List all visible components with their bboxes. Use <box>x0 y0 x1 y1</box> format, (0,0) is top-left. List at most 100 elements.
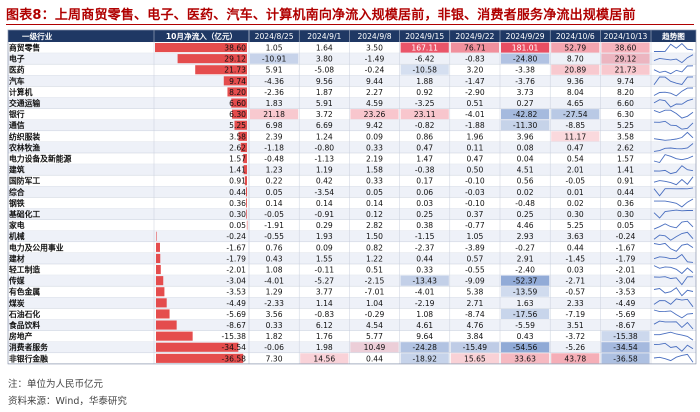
weekly-value: -0.05 <box>565 177 585 186</box>
weekly-value: 3.51 <box>567 321 584 330</box>
table-border <box>7 29 697 365</box>
weekly-value: 1.23 <box>266 166 283 175</box>
latest-value: 0.44 <box>229 188 246 197</box>
weekly-value: 4.65 <box>567 99 584 108</box>
industry-label: 汽车 <box>9 76 25 86</box>
trend-sparkline <box>654 331 694 341</box>
weekly-value: -0.29 <box>365 310 385 319</box>
industry-label: 家电 <box>9 220 25 230</box>
weekly-value: 0.43 <box>266 254 283 263</box>
latest-bar <box>238 131 247 141</box>
weekly-value: -5.69 <box>616 310 636 319</box>
latest-value: 38.60 <box>224 44 246 53</box>
trend-sparkline <box>653 76 694 86</box>
weekly-value: 0.33 <box>266 321 283 330</box>
weekly-value: 4.61 <box>416 321 433 330</box>
latest-value: -34.54 <box>222 343 247 352</box>
weekly-value: -3.54 <box>314 188 334 197</box>
weekly-value: -0.48 <box>264 155 284 164</box>
weekly-value: 0.43 <box>517 332 534 341</box>
weekly-value: -0.91 <box>314 210 334 219</box>
weekly-value: -13.43 <box>412 277 437 286</box>
weekly-value: -0.24 <box>616 232 636 241</box>
weekly-value: 1.05 <box>266 44 283 53</box>
weekly-value: 9.42 <box>366 121 383 130</box>
header-industry: 一级行业 <box>22 31 53 41</box>
weekly-value: 4.46 <box>517 221 534 230</box>
latest-value: 8.20 <box>229 88 246 97</box>
weekly-value: 21.73 <box>615 66 637 75</box>
weekly-value: 4.59 <box>366 99 383 108</box>
header-trend: 趋势图 <box>662 31 685 41</box>
trend-sparkline <box>653 154 694 164</box>
weekly-value: -0.80 <box>314 143 334 152</box>
industry-label: 传媒 <box>8 276 25 286</box>
latest-bar <box>246 198 247 208</box>
trend-sparkline <box>653 320 694 330</box>
weekly-value: 6.98 <box>266 121 283 130</box>
weekly-value: -2.36 <box>264 88 284 97</box>
weekly-value: -3.89 <box>465 243 485 252</box>
weekly-value: 0.56 <box>517 177 534 186</box>
row-band <box>8 186 696 198</box>
latest-bar <box>156 276 164 286</box>
row-band <box>8 164 696 176</box>
trend-sparkline <box>653 209 693 219</box>
weekly-value: -0.10 <box>465 199 485 208</box>
latest-bar <box>223 76 247 86</box>
latest-bar <box>246 209 247 219</box>
trend-sparkline <box>653 131 694 141</box>
latest-value: 21.73 <box>224 66 246 75</box>
weekly-value: 2.01 <box>567 166 584 175</box>
latest-bar <box>234 120 247 130</box>
weekly-value: 1.87 <box>316 88 333 97</box>
latest-bar <box>156 287 165 297</box>
latest-value: 9.74 <box>229 77 246 86</box>
weekly-value: -0.05 <box>264 210 284 219</box>
weekly-value: -2.15 <box>365 277 385 286</box>
weekly-value: 2.91 <box>517 254 534 263</box>
latest-value: 0.05 <box>229 221 246 230</box>
weekly-value: 0.06 <box>416 188 433 197</box>
weekly-value: 9.56 <box>316 77 333 86</box>
weekly-value: 0.47 <box>567 143 584 152</box>
weekly-value: -9.09 <box>465 277 485 286</box>
weekly-value: 11.17 <box>564 132 586 141</box>
weekly-value: 0.22 <box>266 177 283 186</box>
industry-label: 电力设备及新能源 <box>9 154 72 164</box>
weekly-value: 0.42 <box>316 177 333 186</box>
weekly-value: -4.49 <box>616 299 636 308</box>
weekly-value: 38.60 <box>615 44 637 53</box>
latest-bar <box>177 54 247 64</box>
weekly-value: 2.27 <box>366 88 383 97</box>
latest-value: -3.53 <box>226 288 246 297</box>
trend-sparkline <box>653 120 694 130</box>
weekly-value: 0.92 <box>416 88 433 97</box>
weekly-value: -0.83 <box>314 310 334 319</box>
weekly-value: 3.50 <box>366 44 383 53</box>
weekly-value: -0.48 <box>515 199 535 208</box>
trend-sparkline <box>653 65 694 75</box>
weekly-value: -0.38 <box>415 166 435 175</box>
industry-label: 农林牧渔 <box>8 142 40 152</box>
weekly-value: 1.47 <box>416 155 433 164</box>
weekly-value: 1.41 <box>617 166 634 175</box>
weekly-value: 0.76 <box>266 243 283 252</box>
industry-label: 食品饮料 <box>9 320 40 330</box>
weekly-value: -2.90 <box>465 88 485 97</box>
latest-bar <box>156 342 239 352</box>
heat-cell <box>601 353 650 364</box>
source-note: 资料来源：Wind，华泰研究 <box>8 396 127 407</box>
weekly-value: 2.33 <box>567 299 584 308</box>
trend-sparkline <box>653 342 694 352</box>
weekly-value: 3.72 <box>316 110 333 119</box>
latest-value: 0.30 <box>229 210 246 219</box>
heat-cell <box>300 353 349 364</box>
weekly-value: 0.01 <box>567 188 584 197</box>
latest-value: 6.30 <box>229 110 246 119</box>
header-week: 2024/9/29 <box>506 32 545 41</box>
weekly-value: 0.03 <box>567 266 584 275</box>
weekly-value: -2.71 <box>565 277 585 286</box>
weekly-value: -2.40 <box>515 266 535 275</box>
latest-bar <box>245 187 247 197</box>
